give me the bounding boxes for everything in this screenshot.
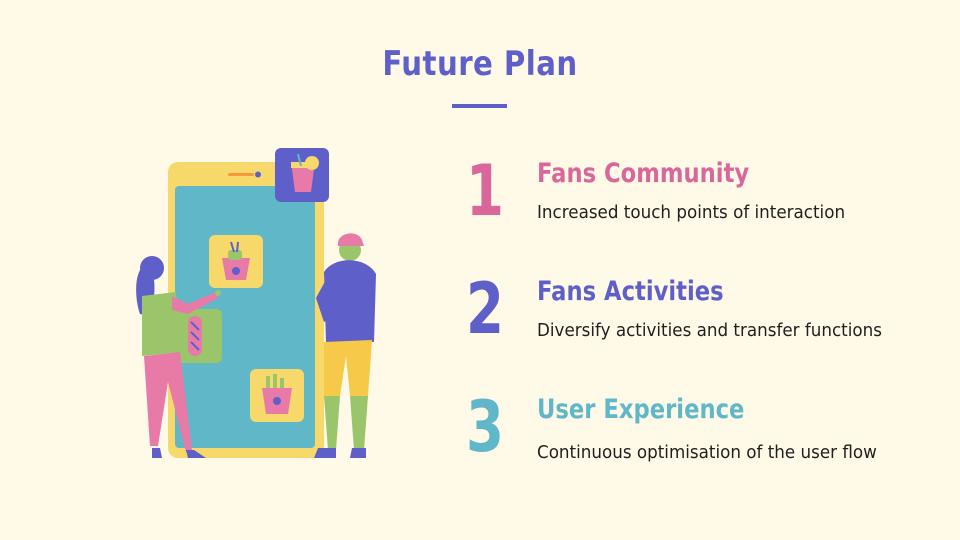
man-figure <box>314 233 376 458</box>
plan-item-1: 1 Fans Community Increased touch points … <box>466 156 936 246</box>
drink-icon <box>275 148 329 202</box>
item-number: 3 <box>466 386 505 468</box>
item-heading: Fans Activities <box>537 276 724 307</box>
item-heading: Fans Community <box>537 158 750 189</box>
plan-item-2: 2 Fans Activities Diversify activities a… <box>466 274 936 364</box>
slide-title: Future Plan <box>382 44 578 84</box>
item-description: Continuous optimisation of the user flow <box>537 442 877 463</box>
item-heading: User Experience <box>537 394 745 425</box>
hotdog-icon <box>176 309 222 363</box>
item-description: Diversify activities and transfer functi… <box>537 320 882 341</box>
plan-item-3: 3 User Experience Continuous optimisatio… <box>466 392 936 482</box>
item-description: Increased touch points of interaction <box>537 202 846 223</box>
title-underline <box>452 104 507 108</box>
fries-icon <box>250 369 304 422</box>
phone-people-illustration <box>136 148 376 458</box>
item-number: 1 <box>466 150 505 232</box>
woman-figure <box>136 256 221 458</box>
item-number: 2 <box>466 268 505 350</box>
takeout-box-icon <box>209 235 263 288</box>
